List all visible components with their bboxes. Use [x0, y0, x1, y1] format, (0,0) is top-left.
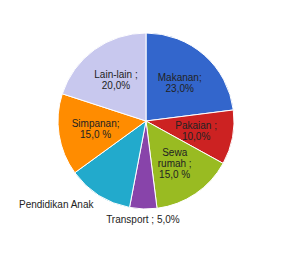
svg-text:Makanan;23,0%: Makanan;23,0%: [158, 72, 202, 94]
svg-text:Pakaian ;10,0%: Pakaian ;10,0%: [175, 120, 217, 142]
svg-text:Pendidikan Anak: Pendidikan Anak: [19, 198, 95, 209]
svg-text:Lain-lain ;20,0%: Lain-lain ;20,0%: [94, 69, 137, 91]
svg-text:Transport ; 5,0%: Transport ; 5,0%: [106, 213, 180, 224]
svg-text:Simpanan;15,0 %: Simpanan;15,0 %: [72, 118, 120, 140]
svg-text:Sewarumah ;15,0 %: Sewarumah ;15,0 %: [158, 147, 192, 180]
